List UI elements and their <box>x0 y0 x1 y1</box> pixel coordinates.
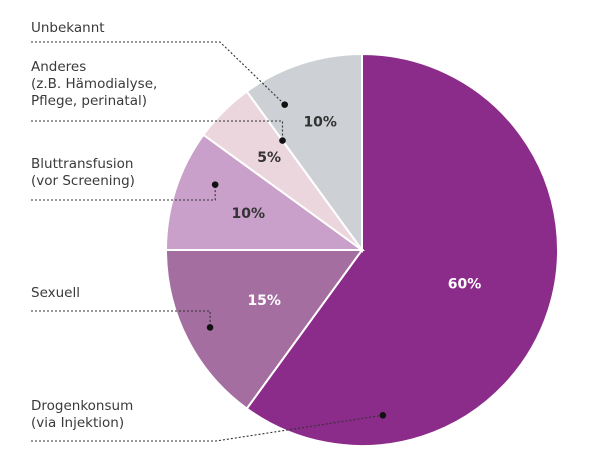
pie-slice <box>164 133 366 251</box>
leader-line <box>31 184 216 201</box>
leader-dot <box>206 324 214 331</box>
leader-dot <box>211 181 219 188</box>
category-labels: Drogenkonsum (via Injektion) Sexuell Bluttr… <box>31 20 157 431</box>
leader-dot <box>279 137 286 144</box>
leader-dot <box>281 101 289 108</box>
slice-percent-label: 10% <box>232 206 266 222</box>
leader-line <box>31 41 286 106</box>
leader-line <box>31 120 284 141</box>
slice-percent-label: 60% <box>448 276 482 292</box>
category-label: Sexuell <box>31 285 80 301</box>
pie-slice <box>164 249 364 410</box>
slice-percent-label: 15% <box>247 293 281 309</box>
category-label: Drogenkonsum (via Injektion) <box>31 398 133 431</box>
pie-slice <box>245 52 559 447</box>
pie-slice <box>245 52 363 254</box>
leader-line <box>31 414 383 442</box>
category-label: Bluttransfusion (vor Screening) <box>31 156 135 189</box>
slice-percent-label: 10% <box>303 114 337 130</box>
leader-lines <box>31 41 387 442</box>
pie-slices <box>164 52 559 447</box>
category-label: Unbekannt <box>31 20 105 36</box>
leader-dot <box>379 411 387 419</box>
slice-percent-label: 5% <box>257 150 281 166</box>
category-label: Anderes (z.B. Hämodialyse, Pflege, perinat… <box>31 59 157 109</box>
percent-labels: 60% 15% 10% 5% 10% <box>232 114 482 308</box>
